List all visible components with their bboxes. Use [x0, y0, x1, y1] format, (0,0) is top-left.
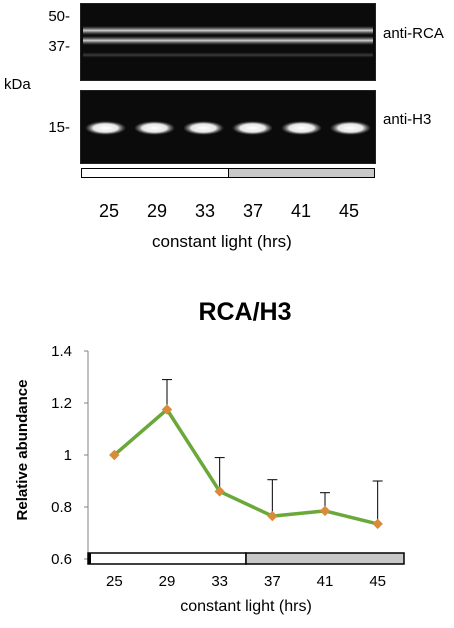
- rca-band-upper: [83, 26, 373, 35]
- x-axis-title: constant light (hrs): [180, 598, 312, 615]
- blot-x-axis-title: constant light (hrs): [152, 232, 292, 251]
- marker-37-label: 37-: [48, 38, 70, 55]
- y-tick-label: 0.8: [51, 499, 72, 516]
- y-tick-label: 0.6: [51, 551, 72, 568]
- h3-antibody-label: anti-H3: [383, 111, 432, 128]
- h3-band: [84, 121, 127, 135]
- rca-band-lower: [83, 36, 373, 45]
- error-bars: [162, 379, 383, 524]
- rca-antibody-label: anti-RCA: [383, 25, 444, 42]
- y-tick-label: 1.4: [51, 343, 72, 360]
- dark-phase-bar: [245, 552, 405, 565]
- h3-band: [280, 121, 323, 135]
- h3-band: [231, 121, 274, 135]
- y-axis-title: Relative abundance: [14, 380, 31, 521]
- dark-phase-segment: [227, 169, 374, 177]
- lane-label: 41: [290, 201, 312, 221]
- light-phase-bar: [87, 552, 247, 565]
- light-phase-segment: [82, 169, 228, 177]
- data-point-marker: [319, 505, 331, 517]
- chart-svg: RCA/H3 Relative abundance constant light…: [14, 298, 405, 615]
- blot-light-dark-bar: [81, 168, 375, 178]
- lane-label: 37: [242, 201, 264, 221]
- h3-band: [133, 121, 176, 135]
- rca-band-faint: [83, 52, 373, 58]
- x-tick-label: 33: [211, 573, 228, 590]
- data-point-marker: [372, 518, 383, 530]
- data-point-marker: [267, 510, 278, 522]
- x-tick-labels: 25 29 33 37 41 45: [106, 573, 386, 590]
- bar-left-cap: [88, 553, 91, 564]
- lane-label: 25: [98, 201, 120, 221]
- marker-50-label: 50-: [48, 8, 70, 25]
- h3-band: [182, 121, 225, 135]
- x-tick-label: 29: [159, 573, 176, 590]
- y-tick-label: 1.2: [51, 395, 72, 412]
- lane-label: 33: [194, 201, 216, 221]
- x-tick-label: 37: [264, 573, 281, 590]
- h3-blot-bands: [84, 121, 372, 135]
- data-point-marker: [214, 486, 225, 497]
- lane-label: 45: [338, 201, 360, 221]
- rca-blot-panel: [80, 3, 376, 81]
- h3-blot-panel: [80, 90, 376, 164]
- chart-title: RCA/H3: [198, 298, 291, 326]
- y-tick-label: 1: [64, 447, 72, 464]
- x-tick-label: 41: [317, 573, 334, 590]
- rca-h3-line-chart: RCA/H3 Relative abundance constant light…: [0, 290, 454, 623]
- marker-15-label: 15-: [48, 119, 70, 136]
- x-tick-label: 45: [369, 573, 386, 590]
- lane-label: 29: [146, 201, 168, 221]
- rca-blot-bands: [83, 26, 373, 58]
- series-line: [109, 404, 383, 530]
- series-polyline: [113, 407, 379, 526]
- kda-label: kDa: [4, 76, 31, 93]
- data-point-marker: [161, 404, 173, 415]
- data-point-marker: [109, 449, 120, 461]
- x-tick-label: 25: [106, 573, 123, 590]
- chart-axes: 0.6 0.8 1 1.2 1.4: [51, 343, 405, 568]
- h3-band: [329, 121, 372, 135]
